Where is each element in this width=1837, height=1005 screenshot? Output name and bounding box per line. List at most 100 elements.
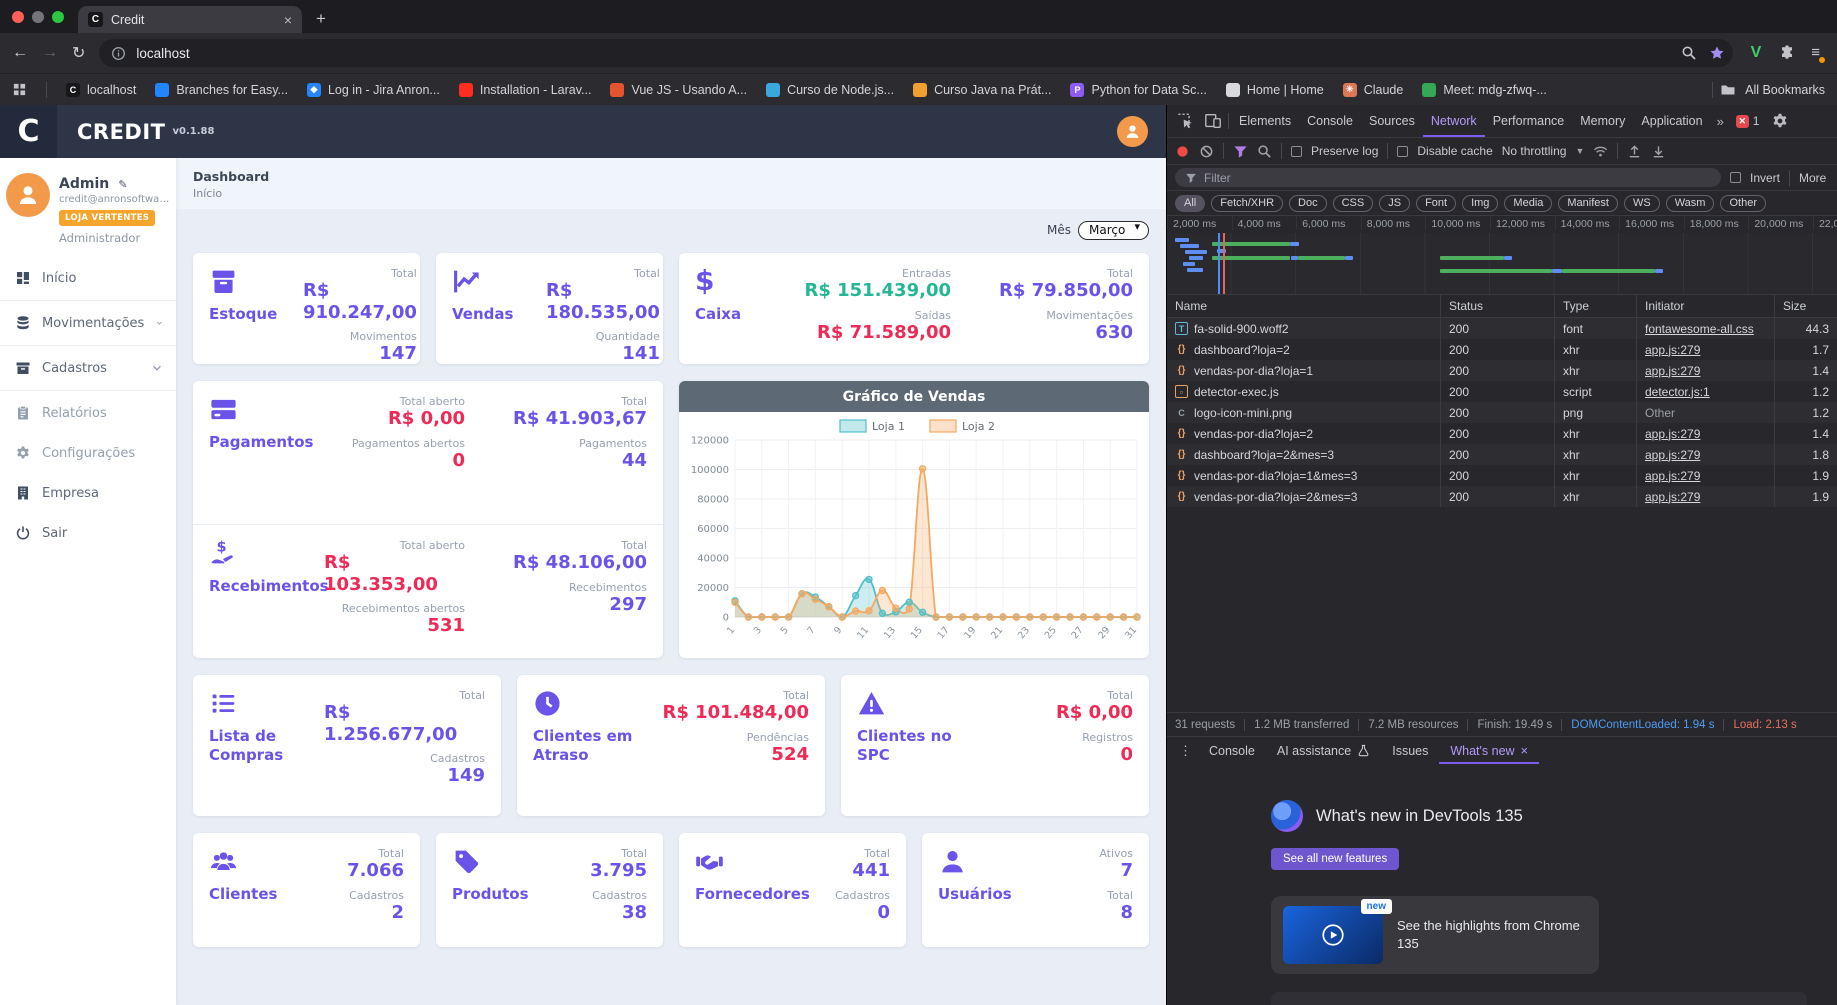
search-network-icon[interactable] <box>1257 144 1272 159</box>
filter-chip-doc[interactable]: Doc <box>1289 194 1327 212</box>
column-header-status[interactable]: Status <box>1441 295 1555 317</box>
filter-input[interactable]: Filter <box>1175 168 1721 187</box>
site-info-icon[interactable] <box>111 46 126 61</box>
sidebar-item-inicio[interactable]: Início <box>0 258 176 298</box>
filter-chip-media[interactable]: Media <box>1504 194 1553 212</box>
clear-icon[interactable] <box>1199 144 1214 159</box>
device-toolbar-icon[interactable] <box>1204 112 1222 130</box>
browser-menu-button[interactable]: ≡ <box>1811 44 1825 63</box>
column-header-type[interactable]: Type <box>1555 295 1637 317</box>
forward-button[interactable]: → <box>42 44 58 61</box>
header-avatar[interactable] <box>1117 116 1148 147</box>
sidebar-item-configuracoes[interactable]: Configurações <box>0 433 176 473</box>
filter-chip-img[interactable]: Img <box>1462 194 1499 212</box>
disable-cache-checkbox[interactable] <box>1397 145 1409 157</box>
month-select[interactable]: Março <box>1078 221 1149 240</box>
throttling-select[interactable]: No throttling <box>1501 144 1567 158</box>
column-header-initiator[interactable]: Initiator <box>1637 295 1775 317</box>
window-controls[interactable] <box>0 0 78 33</box>
chrome-highlights-card[interactable]: new See the highlights from Chrome 135 <box>1271 896 1599 974</box>
minimize-window-button[interactable] <box>32 10 44 23</box>
table-row[interactable]: {} vendas-por-dia?loja=2 200 xhr app.js:279 1… <box>1167 423 1837 444</box>
table-row[interactable]: {} vendas-por-dia?loja=1 200 xhr app.js:279 1… <box>1167 360 1837 381</box>
bookmark-item-curso-de-node-js[interactable]: Curso de Node.js... <box>766 82 894 97</box>
devtools-tab-sources[interactable]: Sources <box>1368 114 1415 128</box>
network-conditions-icon[interactable] <box>1593 144 1608 159</box>
bookmark-star-icon[interactable] <box>1709 45 1725 61</box>
close-window-button[interactable] <box>12 10 24 23</box>
more-tabs-icon[interactable]: » <box>1716 113 1724 129</box>
apps-grid-icon[interactable] <box>12 82 27 97</box>
table-row[interactable]: ▫ detector-exec.js 200 script detector.js:1 1… <box>1167 381 1837 402</box>
new-tab-button[interactable]: + <box>316 9 326 28</box>
initiator-link[interactable]: detector.js:1 <box>1645 384 1710 399</box>
url-text[interactable]: localhost <box>136 45 190 61</box>
table-row[interactable]: {} vendas-por-dia?loja=1&mes=3 200 xhr app.j… <box>1167 465 1837 486</box>
initiator-link[interactable]: app.js:279 <box>1645 426 1701 441</box>
bookmark-item-home-home[interactable]: Home | Home <box>1225 82 1324 97</box>
record-icon[interactable] <box>1175 144 1190 159</box>
initiator-link[interactable]: fontawesome-all.css <box>1645 321 1754 336</box>
filter-chip-fetch-xhr[interactable]: Fetch/XHR <box>1211 194 1284 212</box>
filter-chip-other[interactable]: Other <box>1720 194 1766 212</box>
address-bar[interactable]: localhost <box>99 39 1733 67</box>
filter-chip-wasm[interactable]: Wasm <box>1665 194 1715 212</box>
column-header-name[interactable]: Name <box>1167 295 1441 317</box>
drawer-tab-ai-assistance[interactable]: AI assistance <box>1266 737 1381 764</box>
tab-close-icon[interactable]: × <box>283 11 292 28</box>
bookmark-item-claude[interactable]: ✳ Claude <box>1342 82 1403 97</box>
more-filters-label[interactable]: More <box>1799 170 1827 185</box>
bookmark-item-installation-larav[interactable]: Installation - Larav... <box>458 82 591 97</box>
initiator-link[interactable]: app.js:279 <box>1645 363 1701 378</box>
highlight-thumbnail[interactable]: new <box>1283 899 1392 964</box>
bookmark-item-vue-js-usando-a[interactable]: Vue JS - Usando A... <box>610 82 747 97</box>
preserve-log-checkbox[interactable] <box>1291 145 1302 157</box>
bookmark-item-log-in-jira-anron[interactable]: ◆ Log in - Jira Anron... <box>306 82 440 97</box>
export-har-icon[interactable] <box>1651 144 1666 159</box>
initiator-link[interactable]: app.js:279 <box>1645 468 1701 483</box>
close-icon[interactable]: × <box>1520 743 1528 758</box>
vue-devtools-icon[interactable]: V <box>1750 44 1762 61</box>
extensions-puzzle-icon[interactable] <box>1779 45 1795 61</box>
search-icon[interactable] <box>1681 45 1697 61</box>
sidebar-item-empresa[interactable]: Empresa <box>0 473 176 513</box>
devtools-tab-console[interactable]: Console <box>1307 114 1353 128</box>
bookmark-item-meet-mdg-zfwq[interactable]: Meet: mdg-zfwq-... <box>1422 82 1547 97</box>
edit-pencil-icon[interactable]: ✎ <box>118 178 128 191</box>
column-header-size[interactable]: Size <box>1783 299 1807 313</box>
network-overview[interactable] <box>1167 233 1837 295</box>
table-row[interactable]: {} dashboard?loja=2&mes=3 200 xhr app.js:279… <box>1167 444 1837 465</box>
filter-funnel-icon[interactable] <box>1233 144 1248 159</box>
bookmark-item-branches-for-easy[interactable]: Branches for Easy... <box>155 82 288 97</box>
maximize-window-button[interactable] <box>52 10 64 23</box>
devtools-tab-network[interactable]: Network <box>1423 105 1485 137</box>
filter-chip-font[interactable]: Font <box>1416 194 1457 212</box>
error-badge[interactable]: ✕ 1 <box>1735 114 1759 128</box>
browser-tab[interactable]: C Credit × <box>78 6 302 33</box>
drawer-tab-issues[interactable]: Issues <box>1381 737 1439 764</box>
settings-gear-icon[interactable] <box>1771 112 1789 130</box>
initiator-link[interactable]: app.js:279 <box>1645 342 1701 357</box>
initiator-link[interactable]: app.js:279 <box>1645 489 1701 504</box>
filter-chip-ws[interactable]: WS <box>1623 194 1660 212</box>
sidebar-item-sair[interactable]: Sair <box>0 513 176 553</box>
invert-checkbox[interactable] <box>1729 172 1741 183</box>
inspect-element-icon[interactable] <box>1176 112 1194 130</box>
table-row[interactable]: {} vendas-por-dia?loja=2&mes=3 200 xhr app.j… <box>1167 486 1837 507</box>
bookmark-item-curso-java-na-prat[interactable]: Curso Java na Prát... <box>913 82 1051 97</box>
filter-chip-all[interactable]: All <box>1175 194 1206 212</box>
devtools-tab-application[interactable]: Application <box>1641 114 1703 128</box>
sidebar-item-cadastros[interactable]: Cadastros <box>0 348 176 388</box>
table-row[interactable]: {} dashboard?loja=2 200 xhr app.js:279 1.7 <box>1167 339 1837 360</box>
import-har-icon[interactable] <box>1627 144 1642 159</box>
filter-chip-manifest[interactable]: Manifest <box>1558 194 1618 212</box>
see-all-features-button[interactable]: See all new features <box>1271 848 1400 870</box>
drawer-menu-icon[interactable]: ⋮ <box>1179 742 1192 758</box>
bookmark-item-python-for-data-sc[interactable]: P Python for Data Sc... <box>1070 82 1207 97</box>
devtools-tab-performance[interactable]: Performance <box>1492 114 1565 128</box>
devtools-tab-elements[interactable]: Elements <box>1239 114 1292 128</box>
drawer-tab-console[interactable]: Console <box>1198 737 1266 764</box>
